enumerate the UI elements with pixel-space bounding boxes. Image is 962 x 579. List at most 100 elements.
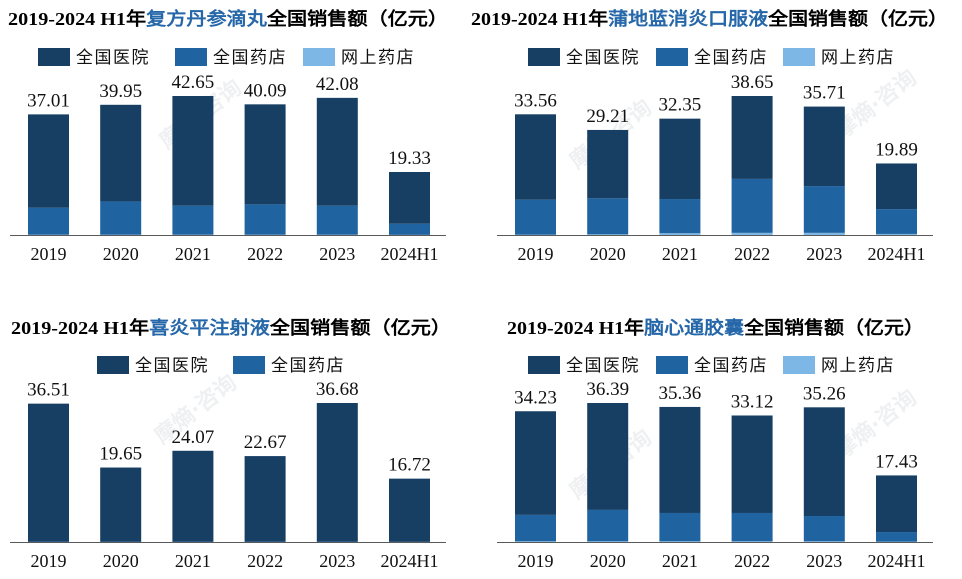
- bar-2024h1-online-pharmacy-segment: [876, 233, 917, 235]
- bar-2021-retail-pharmacy-segment: [659, 512, 701, 542]
- chart-title: 2019-2024 H1年 复方丹参滴丸 全国销售额（亿元）: [8, 8, 448, 29]
- bar-2021-hospital-segment: [659, 118, 701, 200]
- x-tick-label: 2020: [590, 551, 626, 571]
- bar-2024h1-hospital-segment: [876, 475, 917, 533]
- bar-2020-hospital-segment: [587, 129, 629, 199]
- bar-2021-hospital-segment: [659, 406, 701, 513]
- bar-2024h1-retail-pharmacy-segment: [876, 209, 917, 234]
- x-tick-label: 2024H1: [868, 551, 926, 571]
- bar-2024h1-retail-pharmacy-segment: [389, 223, 430, 235]
- chart-title: 2019-2024 H1年 脑心通胶囊 全国销售额（亿元）: [507, 317, 924, 338]
- bar-2019-retail-pharmacy-segment: [28, 207, 69, 235]
- bar-2024h1-hospital-segment: [389, 172, 430, 224]
- legend-swatch-retail-pharmacy: [175, 48, 207, 66]
- bar-2024h1-hospital-segment: [876, 163, 917, 210]
- bar-2020-online-pharmacy-segment: [587, 541, 629, 542]
- bar-2019-retail-pharmacy-segment: [515, 514, 556, 542]
- chart-title-product: 喜炎平注射液: [149, 317, 271, 338]
- x-tick-label: 2023: [806, 551, 842, 571]
- bar-total-label: 36.51: [27, 380, 70, 401]
- bar-2023-hospital-segment: [316, 97, 358, 206]
- x-tick-label: 2023: [319, 244, 355, 264]
- bar-total-label: 19.65: [99, 444, 142, 465]
- bar-total-label: 16.72: [388, 455, 431, 476]
- legend-label-retail-pharmacy: 全国药店: [213, 48, 287, 67]
- bar-total-label: 17.43: [875, 451, 918, 472]
- bar-2021-retail-pharmacy-segment: [172, 205, 214, 235]
- bar-2019-online-pharmacy-segment: [515, 541, 556, 542]
- legend-label-hospital: 全国医院: [566, 356, 640, 375]
- x-tick-label: 2019: [518, 551, 554, 571]
- bar-2021-online-pharmacy-segment: [659, 233, 701, 235]
- chart-title-product: 蒲地蓝消炎口服液: [608, 8, 769, 29]
- bar-2022-retail-pharmacy-segment: [731, 512, 773, 542]
- legend-label-retail-pharmacy: 全国药店: [694, 356, 768, 375]
- legend-swatch-retail-pharmacy: [233, 356, 265, 374]
- legend-label-online-pharmacy: 网上药店: [821, 48, 895, 67]
- bar-2021-hospital-segment: [172, 96, 214, 206]
- legend-swatch-online-pharmacy: [783, 48, 815, 66]
- chart-title-lead: 2019-2024 H1年: [507, 317, 644, 338]
- bar-2020-retail-pharmacy-segment: [587, 198, 629, 235]
- bar-2022-hospital-segment: [244, 104, 286, 205]
- bar-2019-retail-pharmacy-segment: [515, 199, 556, 235]
- bar-2019-hospital-segment: [515, 411, 556, 515]
- bar-2020-online-pharmacy-segment: [587, 234, 629, 235]
- legend-swatch-online-pharmacy: [783, 356, 815, 374]
- legend-swatch-hospital: [528, 48, 560, 66]
- bar-2023-retail-pharmacy-segment: [803, 516, 845, 542]
- bar-2022-online-pharmacy-segment: [731, 541, 773, 542]
- bar-total-label: 34.23: [514, 387, 557, 408]
- bar-total-label: 32.35: [659, 95, 702, 116]
- bar-2023-retail-pharmacy-segment: [316, 205, 358, 235]
- bar-total-label: 39.95: [99, 81, 142, 102]
- bar-total-label: 35.26: [803, 383, 846, 404]
- x-tick-label: 2024H1: [868, 244, 926, 264]
- x-tick-label: 2021: [662, 244, 698, 264]
- bar-2021-online-pharmacy-segment: [659, 541, 701, 542]
- x-tick-label: 2024H1: [381, 551, 439, 571]
- bar-total-label: 42.08: [316, 74, 359, 95]
- chart-title-lead: 2019-2024 H1年: [11, 317, 149, 338]
- chart-title-lead: 2019-2024 H1年: [471, 8, 608, 29]
- bar-total-label: 42.65: [172, 72, 215, 93]
- chart-title-tail: 全国销售额（亿元）: [767, 8, 948, 29]
- stacked-bar-chart: 2019-2024 H1年 蒲地蓝消炎口服液 全国销售额（亿元） 全国医院 全国药店 网上…: [471, 8, 948, 264]
- x-tick-label: 2020: [103, 244, 139, 264]
- bar-2022-hospital-segment: [731, 415, 773, 513]
- x-tick-label: 2023: [319, 551, 355, 571]
- bar-2022-hospital-segment: [244, 456, 286, 542]
- x-tick-label: 2020: [103, 551, 139, 571]
- bar-2023-online-pharmacy-segment: [803, 232, 845, 235]
- bar-2020-hospital-segment: [587, 403, 629, 510]
- bar-total-label: 40.09: [244, 80, 287, 101]
- chart-title-tail: 全国销售额（亿元）: [269, 317, 451, 338]
- x-tick-label: 2019: [31, 244, 67, 264]
- bar-2021-hospital-segment: [172, 450, 214, 542]
- bar-total-label: 38.65: [731, 72, 774, 93]
- bar-total-label: 33.12: [731, 391, 774, 412]
- bar-total-label: 19.33: [388, 148, 431, 169]
- x-tick-label: 2019: [31, 551, 67, 571]
- stacked-bar-chart: 2019-2024 H1年 喜炎平注射液 全国销售额（亿元） 全国医院 全国药店 36.5…: [10, 317, 451, 571]
- legend-label-online-pharmacy: 网上药店: [341, 48, 415, 67]
- bar-2019-hospital-segment: [28, 114, 69, 208]
- chart-title-product: 复方丹参滴丸: [145, 8, 268, 29]
- bar-total-label: 35.71: [803, 83, 846, 104]
- bar-total-label: 29.21: [586, 106, 629, 127]
- bar-2020-retail-pharmacy-segment: [100, 201, 142, 235]
- legend-label-retail-pharmacy: 全国药店: [694, 48, 768, 67]
- legend-label-retail-pharmacy: 全国药店: [271, 356, 345, 375]
- chart-title-tail: 全国销售额（亿元）: [266, 8, 448, 29]
- bar-2020-hospital-segment: [100, 467, 142, 542]
- x-tick-label: 2020: [590, 244, 626, 264]
- legend-label-hospital: 全国医院: [76, 48, 150, 67]
- x-tick-label: 2022: [734, 551, 770, 571]
- legend-label-online-pharmacy: 网上药店: [821, 356, 895, 375]
- bar-2020-retail-pharmacy-segment: [587, 509, 629, 542]
- chart-title: 2019-2024 H1年 喜炎平注射液 全国销售额（亿元）: [11, 317, 451, 338]
- stacked-bar-chart: 2019-2024 H1年 脑心通胶囊 全国销售额（亿元） 全国医院 全国药店 网上药店 3…: [497, 317, 933, 571]
- bar-2023-hospital-segment: [803, 407, 845, 517]
- legend-label-hospital: 全国医院: [135, 356, 209, 375]
- legend-swatch-online-pharmacy: [303, 48, 335, 66]
